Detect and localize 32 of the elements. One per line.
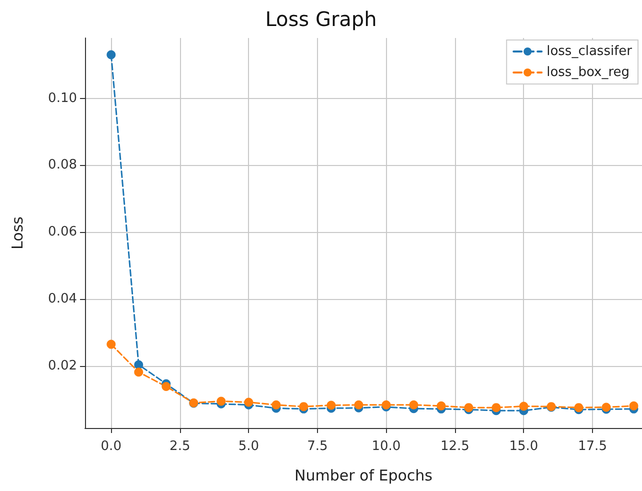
x-axis-title: Number of Epochs [294,466,433,484]
chart-title: Loss Graph [265,7,377,31]
x-tick-label: 17.5 [578,439,607,454]
point [326,400,336,410]
point [409,400,418,410]
point [272,400,281,410]
point [629,401,638,410]
y-axis-title: Loss [8,216,26,250]
point [519,402,528,411]
point [216,396,226,406]
point [436,401,446,410]
point [492,403,501,412]
x-tick-label: 0.0 [100,439,122,454]
point [134,368,144,377]
point [244,398,254,407]
y-tick-label: 0.02 [48,358,77,374]
x-tick-label: 2.5 [170,439,190,454]
point [354,400,364,410]
legend-label: loss_box_reg [546,65,630,80]
point [106,50,116,60]
x-tick-label: 7.5 [307,439,328,454]
legend-label: loss_classifer [546,44,633,59]
x-tick-label: 10.0 [372,439,401,454]
y-tick-label: 0.08 [48,158,77,173]
x-tick-label: 5.0 [238,439,260,454]
point [106,340,116,349]
point [162,382,171,391]
y-tick-label: 0.10 [48,90,77,106]
x-tick-label: 12.5 [440,439,470,454]
x-tick-label: 15.0 [509,439,538,454]
y-tick-label: 0.06 [48,224,77,240]
y-tick-label: 0.04 [48,292,77,307]
